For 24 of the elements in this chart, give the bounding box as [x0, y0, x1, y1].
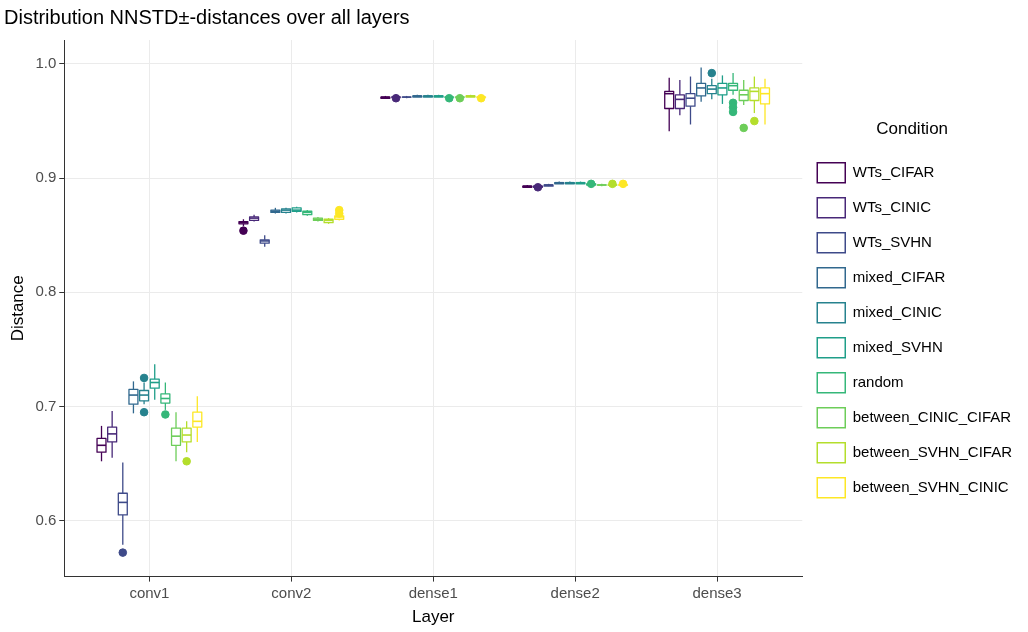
x-tick-label: dense1 [408, 583, 458, 601]
legend-label: between_CINIC_CIFAR [852, 407, 1012, 425]
x-axis-title: Layer [411, 607, 455, 627]
y-tick-label: 0.9 [35, 168, 57, 186]
x-tick-label: dense3 [692, 583, 742, 601]
legend-label: random [852, 372, 904, 390]
legend-label: mixed_CIFAR [852, 267, 946, 285]
legend-label: between_SVHN_CIFAR [852, 442, 1013, 460]
legend-label: mixed_SVHN [852, 337, 943, 355]
legend-label: between_SVHN_CINIC [852, 477, 1009, 495]
y-tick-label: 0.7 [35, 396, 57, 414]
legend-label: WTs_CINIC [852, 197, 932, 215]
legend-label: mixed_CINIC [852, 302, 943, 320]
x-tick-label: conv1 [129, 583, 170, 601]
y-tick-label: 1.0 [35, 54, 57, 72]
y-tick-label: 0.6 [35, 510, 57, 528]
x-tick-label: dense2 [550, 583, 600, 601]
legend-title: Condition [876, 119, 949, 139]
x-tick-label: conv2 [271, 583, 312, 601]
chart-title: Distribution NNSTD±-distances over all layers [4, 5, 410, 28]
y-axis-title: Distance [7, 275, 27, 342]
y-tick-label: 0.8 [35, 282, 57, 300]
legend-label: WTs_SVHN [852, 232, 932, 250]
legend-label: WTs_CIFAR [852, 162, 935, 180]
